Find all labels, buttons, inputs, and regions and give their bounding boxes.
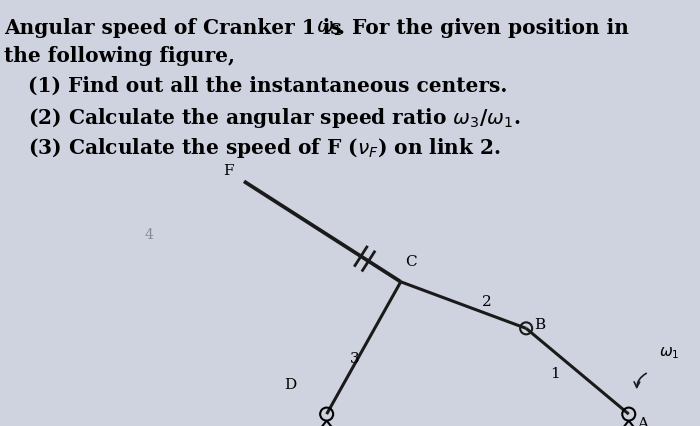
Text: F: F	[223, 164, 234, 178]
Text: 3: 3	[350, 351, 360, 365]
Text: $\omega_1$: $\omega_1$	[659, 345, 679, 360]
Text: B: B	[534, 318, 545, 331]
Text: 2: 2	[482, 294, 491, 308]
Text: C: C	[405, 254, 416, 268]
Text: Angular speed of Cranker 1 is: Angular speed of Cranker 1 is	[4, 18, 349, 38]
Text: $\omega_1$: $\omega_1$	[316, 18, 342, 38]
Text: 1: 1	[550, 366, 559, 380]
Text: A: A	[637, 416, 648, 426]
Text: 4: 4	[145, 227, 154, 242]
Text: (2) Calculate the angular speed ratio $\omega_3$/$\omega_1$.: (2) Calculate the angular speed ratio $\…	[28, 106, 520, 130]
Text: (1) Find out all the instantaneous centers.: (1) Find out all the instantaneous cente…	[28, 76, 507, 96]
Text: (3) Calculate the speed of F ($\nu_F$) on link 2.: (3) Calculate the speed of F ($\nu_F$) o…	[28, 136, 501, 160]
Text: . For the given position in: . For the given position in	[338, 18, 629, 38]
Text: the following figure,: the following figure,	[4, 46, 235, 66]
Text: D: D	[285, 377, 297, 391]
